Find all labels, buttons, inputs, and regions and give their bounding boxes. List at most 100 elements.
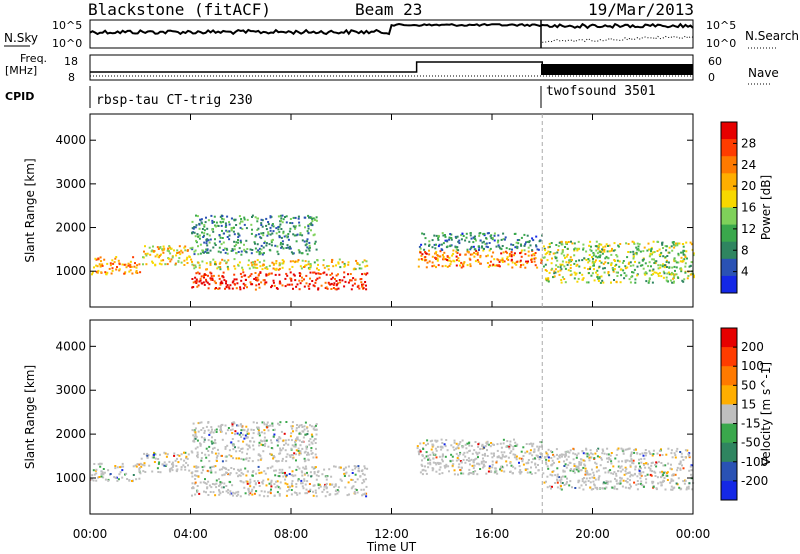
data-cell	[281, 459, 284, 462]
data-cell	[287, 238, 290, 241]
data-cell	[659, 471, 662, 474]
data-cell	[632, 271, 635, 274]
y-tick-label: 2000	[55, 427, 86, 441]
data-cell	[545, 452, 548, 455]
data-cell	[438, 243, 441, 246]
data-cell	[574, 273, 577, 276]
data-cell	[540, 456, 543, 459]
data-cell	[111, 269, 114, 272]
data-cell	[260, 244, 263, 247]
data-cell	[522, 463, 525, 466]
data-cell	[265, 266, 268, 269]
data-cell	[290, 482, 293, 485]
data-cell	[240, 218, 243, 220]
data-cell	[650, 250, 652, 253]
data-cell	[461, 232, 464, 235]
data-cell	[644, 449, 647, 451]
data-cell	[312, 484, 315, 487]
data-cell	[280, 236, 283, 239]
data-cell	[212, 246, 215, 249]
data-cell	[441, 254, 444, 256]
data-cell	[595, 462, 598, 465]
data-cell	[298, 288, 301, 291]
data-cell	[593, 457, 596, 460]
data-cell	[166, 263, 169, 266]
data-cell	[282, 439, 285, 442]
data-cell	[180, 458, 183, 461]
data-cell	[602, 482, 605, 485]
data-cell	[267, 223, 270, 226]
data-cell	[463, 451, 466, 454]
data-cell	[485, 237, 488, 240]
data-cell	[132, 465, 135, 468]
data-cell	[593, 474, 595, 477]
data-cell	[263, 432, 266, 435]
data-cell	[251, 460, 254, 463]
data-cell	[210, 471, 213, 474]
data-cell	[584, 480, 587, 483]
data-cell	[305, 274, 308, 277]
data-cell	[419, 247, 422, 250]
data-cell	[135, 271, 138, 274]
data-cell	[581, 278, 584, 281]
data-cell	[144, 471, 147, 473]
data-cell	[518, 471, 521, 474]
data-cell	[335, 288, 338, 291]
data-cell	[321, 473, 324, 476]
data-cell	[510, 255, 513, 258]
data-cell	[496, 443, 499, 446]
data-cell	[560, 488, 563, 491]
data-cell	[597, 255, 600, 258]
data-cell	[201, 282, 204, 285]
data-cell	[457, 249, 460, 252]
data-cell	[280, 430, 283, 433]
data-cell	[431, 261, 434, 264]
data-cell	[279, 481, 282, 484]
data-cell	[95, 472, 98, 475]
data-cell	[194, 280, 197, 283]
data-cell	[477, 443, 480, 446]
data-cell	[306, 246, 309, 249]
data-cell	[194, 432, 197, 435]
data-cell	[615, 472, 618, 475]
data-cell	[205, 240, 208, 243]
data-cell	[556, 481, 559, 484]
data-cell	[208, 234, 211, 237]
data-cell	[281, 266, 284, 269]
data-cell	[635, 448, 637, 451]
data-cell	[674, 244, 677, 247]
data-cell	[248, 457, 251, 460]
data-cell	[649, 452, 651, 455]
data-cell	[310, 441, 313, 444]
data-cell	[308, 244, 311, 247]
data-cell	[278, 436, 281, 439]
data-cell	[636, 248, 639, 251]
data-cell	[551, 474, 554, 477]
data-cell	[600, 261, 603, 264]
data-cell	[665, 276, 668, 279]
data-cell	[471, 452, 474, 455]
data-cell	[560, 481, 562, 484]
data-cell	[527, 246, 530, 249]
data-cell	[242, 440, 245, 443]
data-cell	[563, 470, 566, 473]
data-cell	[441, 453, 444, 456]
data-cell	[515, 241, 518, 244]
data-cell	[648, 269, 651, 272]
data-cell	[260, 218, 263, 221]
data-cell	[636, 488, 639, 491]
data-cell	[469, 248, 472, 251]
data-cell	[675, 273, 678, 276]
data-cell	[619, 476, 622, 479]
data-cell	[104, 478, 107, 481]
data-cell	[286, 483, 289, 486]
data-cell	[613, 268, 616, 271]
data-cell	[660, 484, 663, 487]
data-cell	[117, 478, 120, 481]
data-cell	[587, 272, 590, 275]
data-cell	[270, 481, 273, 484]
data-cell	[653, 251, 656, 253]
data-cell	[444, 264, 447, 267]
data-cell	[195, 474, 198, 477]
data-cell	[532, 451, 535, 454]
